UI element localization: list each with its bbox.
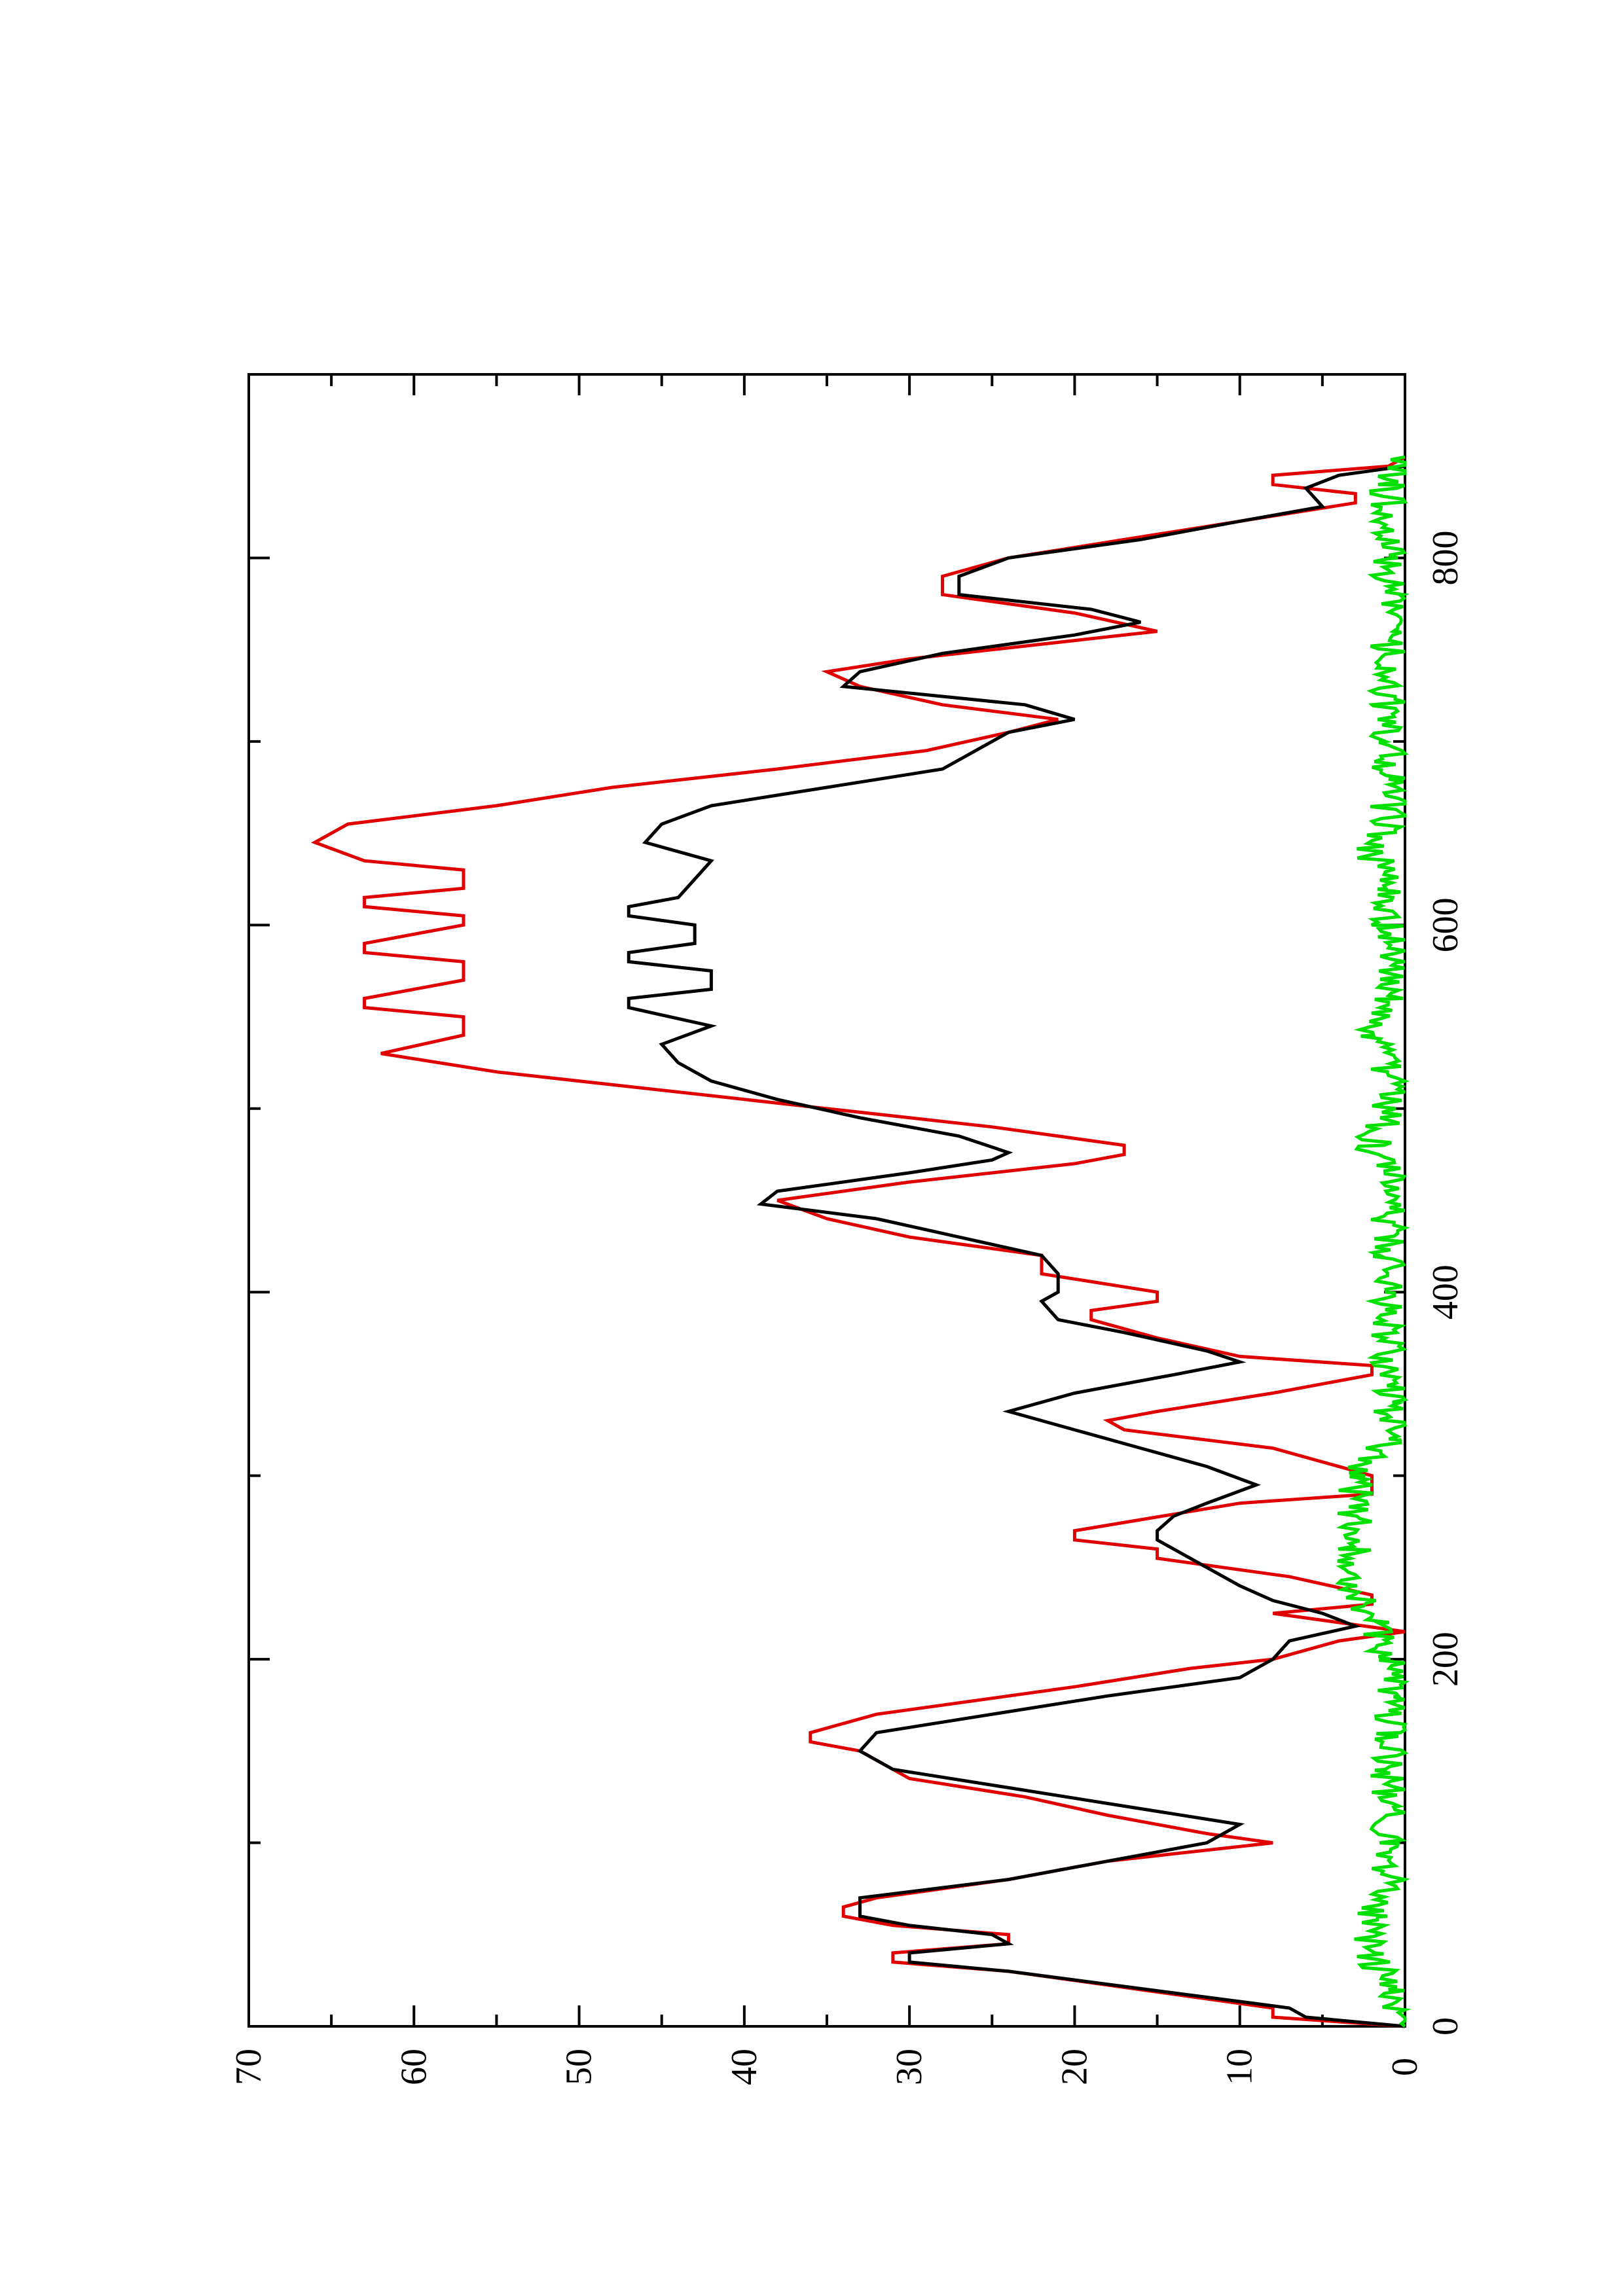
plot-frame: [247, 373, 1406, 2028]
x-tick-label: 800: [1425, 530, 1466, 585]
x-tick-label: 0: [1425, 2017, 1466, 2036]
tick-marks: [247, 373, 1406, 2028]
y-tick-label: 0: [1385, 2058, 1425, 2076]
x-tick-label: 200: [1425, 1632, 1466, 1687]
y-tick-label: 30: [889, 2049, 930, 2085]
y-tick-label: 50: [559, 2049, 600, 2085]
y-tick-label: 20: [1054, 2049, 1095, 2085]
y-tick-label: 10: [1220, 2049, 1260, 2085]
series-line-black: [627, 464, 1406, 2028]
series-group: [310, 455, 1412, 2028]
series-line-red: [310, 456, 1406, 2028]
y-tick-label: 60: [393, 2049, 434, 2085]
x-tick-label: 400: [1425, 1265, 1466, 1319]
tick-labels: 0 200 400 600 800 0 10 20 30 40 50 60 70: [228, 530, 1466, 2085]
x-tick-label: 600: [1425, 897, 1466, 952]
series-line-green: [1334, 455, 1412, 2028]
y-tick-label: 40: [724, 2049, 765, 2085]
y-tick-label: 70: [228, 2049, 269, 2085]
